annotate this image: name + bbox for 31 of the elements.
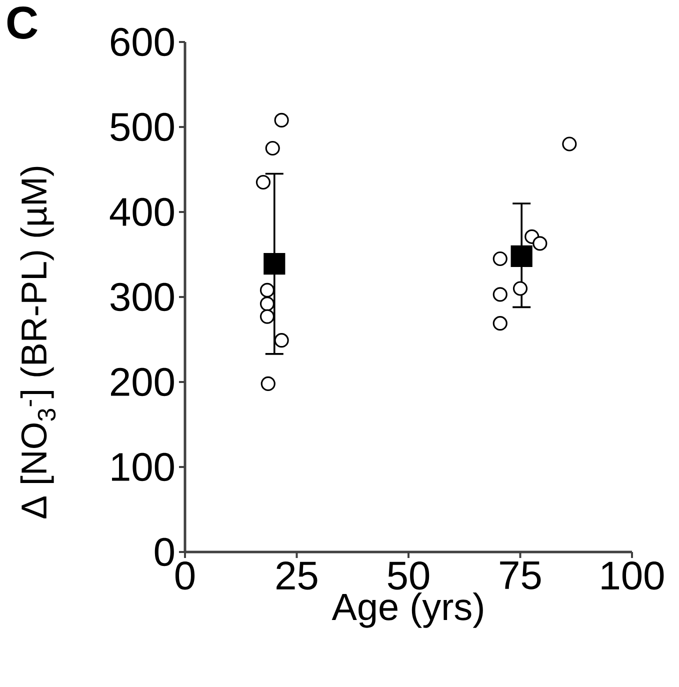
x-tick-label: 50 (388, 562, 430, 590)
y-tick-label: 400 (110, 198, 174, 226)
point (274, 333, 289, 348)
point (492, 316, 508, 331)
y-tick-label: 200 (110, 368, 174, 396)
x-tick-label: 100 (602, 562, 664, 590)
y-tick-label: 500 (110, 112, 174, 142)
point (532, 236, 548, 251)
point (260, 282, 275, 298)
point (264, 253, 286, 275)
point (274, 112, 289, 128)
point (492, 251, 508, 266)
point (256, 174, 271, 190)
text: C (7, 6, 38, 39)
y-tick-label: 300 (110, 282, 174, 312)
point (510, 245, 532, 267)
y-tick-label: 0 (154, 538, 174, 566)
x-tick-label: 0 (175, 562, 195, 590)
y-axis-title: Δ [NO$_{3}$$^{-}$] (BR-PL) (µM) (20, 166, 56, 518)
point (260, 376, 276, 391)
point (562, 136, 577, 152)
x-tick-label: 25 (276, 562, 318, 590)
x-axis-title: Age (yrs) (332, 592, 483, 628)
x-tick-label: 75 (500, 562, 541, 590)
point (512, 281, 528, 296)
y-tick-label: 600 (111, 28, 174, 56)
point (265, 140, 280, 156)
point (492, 287, 508, 302)
point (260, 296, 275, 312)
y-tick-label: 100 (112, 452, 174, 482)
point (260, 309, 275, 324)
